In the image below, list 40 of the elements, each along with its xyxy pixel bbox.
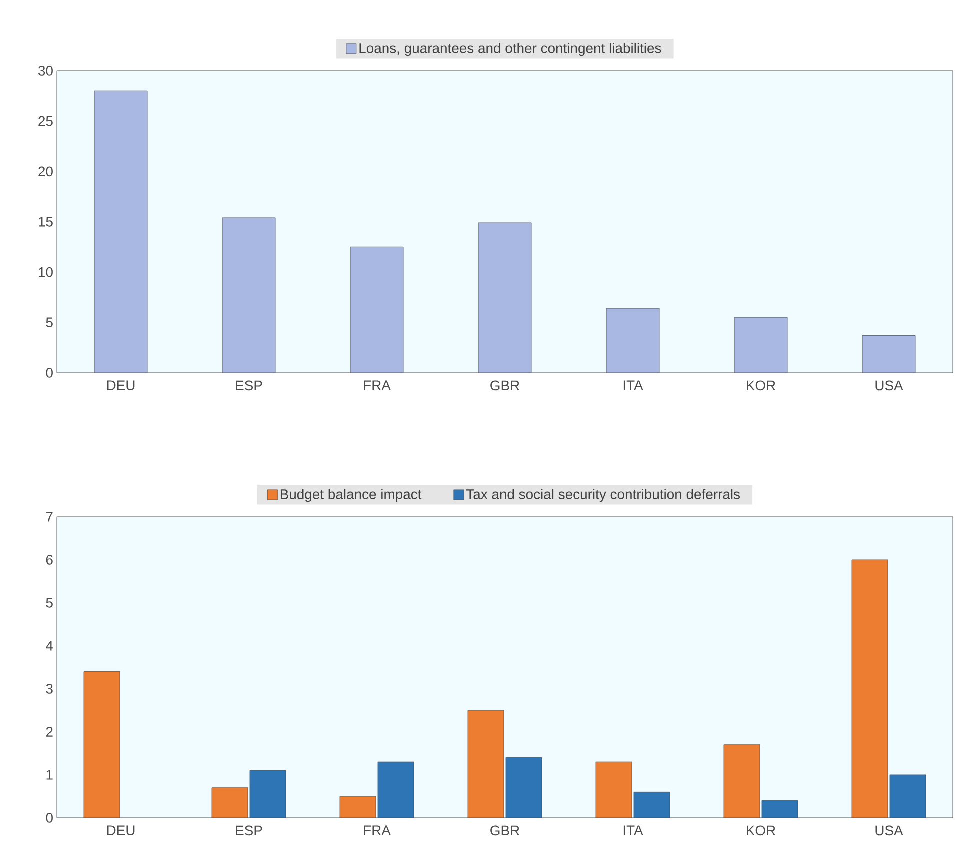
y-tick-label: 10: [39, 267, 53, 278]
legend-label: Loans, guarantees and other contingent liabilities: [360, 43, 662, 56]
bar: [734, 317, 788, 374]
x-tick-label: ESP: [236, 826, 262, 836]
y-tick-label: 5: [46, 318, 53, 328]
x-tick-label: GBR: [490, 826, 520, 836]
x-tick-label: FRA: [364, 380, 391, 390]
bar: [478, 222, 532, 374]
y-tick-label: 3: [46, 684, 53, 694]
y-tick-label: 6: [46, 555, 53, 565]
y-tick-label: 0: [46, 368, 53, 378]
x-tick-label: DEU: [107, 380, 135, 390]
bar: [94, 90, 148, 374]
y-tick-label: 2: [46, 727, 53, 737]
y-tick-label: 0: [46, 813, 53, 823]
y-tick-label: 20: [38, 166, 53, 177]
y-tick-label: 15: [39, 217, 53, 227]
bar: [862, 336, 916, 374]
x-tick-label: DEU: [107, 826, 135, 836]
legend-label: Budget balance impact: [280, 489, 422, 502]
x-tick-label: GBR: [490, 380, 520, 391]
y-tick-label: 5: [46, 598, 53, 608]
x-tick-label: ESP: [236, 380, 262, 391]
bar: [222, 218, 276, 374]
x-tick-label: FRA: [364, 826, 391, 836]
bar: [84, 672, 120, 818]
x-tick-label: USA: [876, 380, 904, 391]
x-tick-label: ITA: [624, 380, 644, 390]
x-tick-label: KOR: [747, 380, 776, 391]
y-tick-label: 30: [38, 66, 53, 76]
y-tick-label: 25: [38, 116, 53, 126]
bar: [606, 308, 660, 374]
x-tick-label: USA: [876, 826, 904, 836]
y-tick-label: 4: [46, 641, 54, 651]
bar: [350, 246, 404, 374]
y-tick-label: 7: [46, 512, 53, 522]
y-tick-label: 1: [46, 770, 53, 780]
x-tick-label: ITA: [624, 826, 644, 836]
x-tick-label: KOR: [747, 826, 776, 836]
legend-label: Tax and social security contribution deferrals: [466, 489, 740, 502]
